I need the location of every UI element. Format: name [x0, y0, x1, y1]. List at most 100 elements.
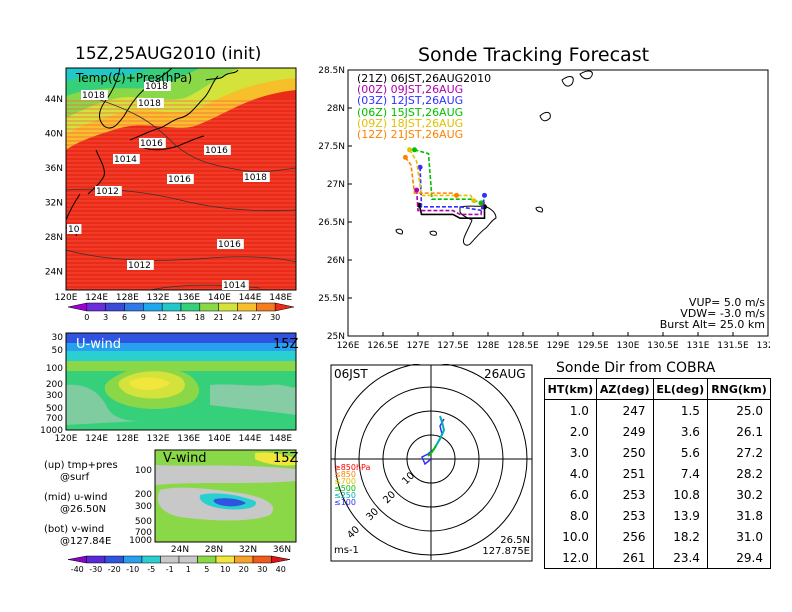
- polar-units: ms-1: [334, 545, 359, 556]
- pressure-tick: 1000: [40, 426, 63, 436]
- colorbar-segment: [67, 555, 87, 564]
- table-row: 2.0 249 3.6 26.1: [544, 421, 772, 442]
- x-tick-label: 132E: [757, 341, 770, 351]
- pressure-tick: 700: [135, 528, 152, 538]
- colorbar-tick: 40: [276, 565, 286, 574]
- cell-azimuth: 247: [595, 399, 654, 421]
- lon-tick-label: 120E: [55, 434, 78, 444]
- pressure-tick: 300: [135, 502, 152, 512]
- cell-range: 31.0: [706, 526, 772, 547]
- legend-item-0: (21Z) 06JST,26AUG2010: [357, 72, 492, 85]
- colorbar-segment: [218, 302, 238, 312]
- colorbar-segment: [234, 555, 254, 564]
- lon-tick-label: 124E: [85, 293, 108, 303]
- header-height: HT(km): [544, 378, 597, 400]
- x-tick-label: 126.5E: [367, 341, 399, 351]
- y-tick-label: 26N: [327, 256, 345, 266]
- table-row: 12.0 261 23.4 29.4: [544, 547, 772, 569]
- u-wind-label: U-wind: [76, 337, 121, 352]
- height-legend-5: ≤100: [334, 498, 356, 507]
- isobar-label: 1016: [140, 139, 163, 149]
- tracking-info: VUP= 5.0 m/s VDW= -3.0 m/s Burst Alt= 25…: [635, 297, 765, 330]
- lon-tick-label: 144E: [239, 434, 262, 444]
- hodograph-trace-mid: [427, 445, 437, 457]
- legend-item-3: (06Z) 15JST,26AUG: [357, 105, 464, 119]
- table-header-row: HT(km) AZ(deg) EL(deg) RNG(km): [544, 378, 772, 400]
- colorbar-segment: [237, 302, 257, 312]
- pressure-tick: 700: [46, 414, 63, 424]
- track-end-point: [454, 192, 459, 198]
- pressure-tick: 100: [135, 466, 152, 476]
- pressure-tick: 100: [46, 364, 63, 374]
- cell-height: 3.0: [544, 442, 597, 463]
- lon-tick-label: 132E: [147, 293, 170, 303]
- cell-azimuth: 253: [595, 484, 654, 505]
- x-tick-label: 130.5E: [647, 341, 679, 351]
- colorbar-segment: [215, 555, 235, 564]
- height-legend-3: ≤500: [334, 484, 356, 493]
- cell-range: 26.1: [706, 421, 772, 442]
- isobar-label-box: [95, 186, 122, 196]
- colorbar-tick: 18: [195, 313, 205, 322]
- colorbar-tick: 21: [214, 313, 224, 322]
- height-legend-1: ≤850: [334, 470, 356, 479]
- cell-height: 8.0: [544, 505, 597, 526]
- isobar-label-box: [217, 239, 244, 249]
- cell-azimuth: 251: [595, 463, 654, 484]
- note-upper: (up) tmp+pres: [44, 460, 118, 471]
- pressure-tick: 500: [46, 404, 63, 414]
- colorbar-segment: [104, 555, 124, 564]
- x-tick-label: 128.5E: [507, 341, 539, 351]
- legend-item-4: (09Z) 18JST,26AUG: [357, 116, 464, 130]
- isobar-label: 1016: [218, 240, 241, 250]
- panel-notes: (up) tmp+pres @surf (mid) u-wind @26.50N…: [44, 460, 118, 548]
- track-series-line: [418, 205, 486, 219]
- tracking-title: Sonde Tracking Forecast: [418, 44, 650, 66]
- sonde-dir-title: Sonde Dir from COBRA: [556, 360, 716, 376]
- colorbar-segment: [124, 302, 144, 312]
- colorbar-segment: [141, 555, 161, 564]
- y-tick-label: 25.5N: [318, 294, 345, 304]
- lon-tick-label: 120E: [55, 293, 78, 303]
- lat-tick-label: 24N: [45, 268, 63, 278]
- track-end-point: [478, 200, 484, 206]
- height-legend-0: ≥850hPa: [334, 463, 371, 472]
- lat-tick-label: 28N: [45, 233, 63, 243]
- table-row: 8.0 253 13.9 31.8: [544, 505, 772, 526]
- note-bottom-level: @127.84E: [60, 536, 112, 547]
- cell-azimuth: 261: [595, 547, 654, 569]
- lon-tick-label: 144E: [239, 293, 262, 303]
- isobar-label-box: [204, 145, 231, 155]
- cell-range: 30.2: [706, 484, 772, 505]
- isobar-label: 1018: [82, 91, 105, 101]
- colorbar-segment: [123, 555, 143, 564]
- colorbar-tick: 9: [141, 313, 146, 322]
- isobar-label-box: [137, 98, 164, 108]
- header-range: RNG(km): [706, 378, 772, 400]
- isobar-label-box: [167, 174, 194, 184]
- isobar-label: 1014: [114, 155, 137, 165]
- isobar-label-box: [127, 260, 154, 270]
- height-legend-4: ≤250: [334, 491, 356, 500]
- colorbar-tick: -30: [89, 565, 102, 574]
- table-row: 4.0 251 7.4 28.2: [544, 463, 772, 484]
- y-tick-label: 28N: [327, 104, 345, 114]
- lon-tick-label: 132E: [147, 434, 170, 444]
- cell-elevation: 10.8: [652, 484, 708, 505]
- track-start-point: [407, 147, 413, 153]
- track-end-point: [471, 198, 477, 204]
- isobar-label: 1012: [96, 187, 119, 197]
- track-series-line: [408, 149, 475, 202]
- colorbar-tick: -5: [147, 565, 155, 574]
- cell-range: 31.8: [706, 505, 772, 526]
- y-tick-label: 25N: [327, 332, 345, 342]
- colorbar-tick: 20: [239, 565, 249, 574]
- height-legend: ≥850hPa ≤850 ≤700 ≤500 ≤250 ≤100: [334, 463, 371, 507]
- vup-value: VUP= 5.0 m/s: [688, 296, 765, 309]
- pressure-tick: 50: [52, 346, 64, 356]
- x-tick-label: 131E: [687, 341, 710, 351]
- cell-height: 4.0: [544, 463, 597, 484]
- track-start-point: [402, 154, 408, 160]
- polar-time-label: 06JST: [334, 367, 368, 381]
